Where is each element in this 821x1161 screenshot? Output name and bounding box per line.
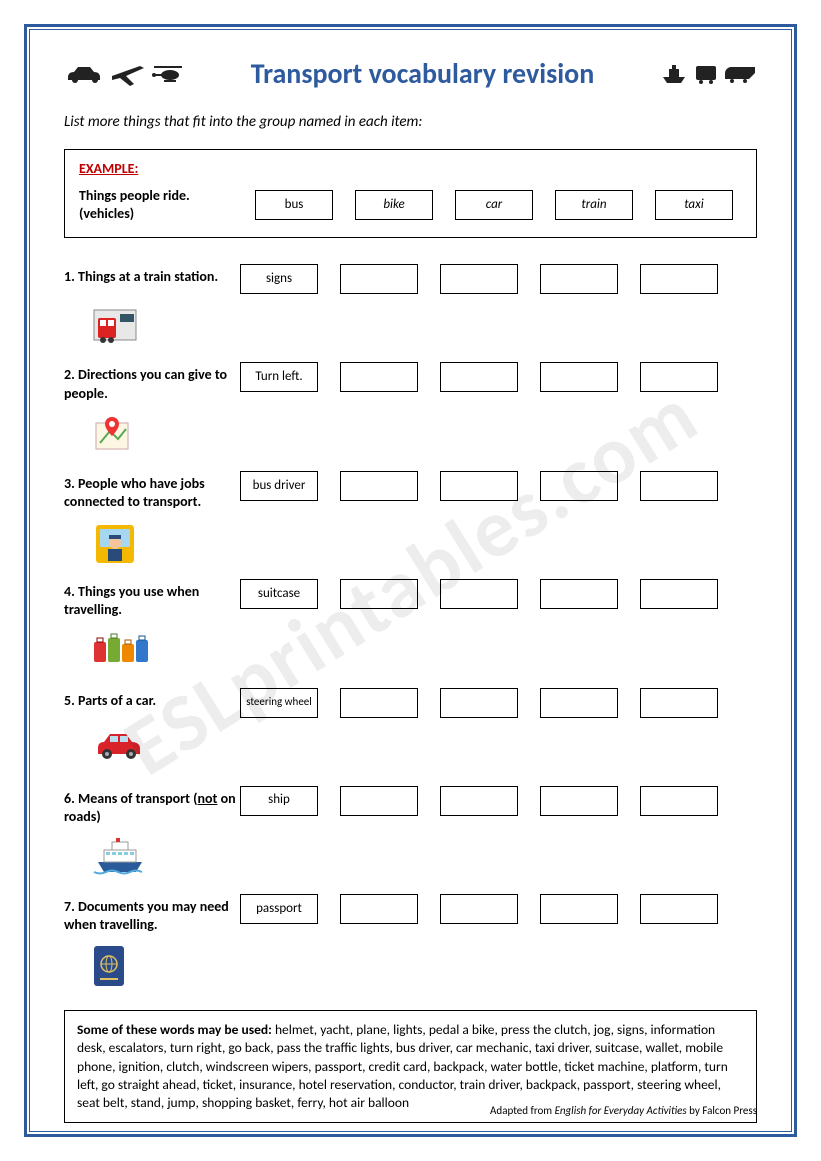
item-6-answer-1[interactable]	[340, 786, 418, 816]
bus-icon	[693, 63, 719, 85]
example-answers: bus bike car train taxi	[255, 190, 742, 220]
plane-icon	[110, 62, 146, 86]
example-answer-1: bike	[355, 190, 433, 220]
item-2-answer-1[interactable]	[340, 362, 418, 392]
item-4: 4. Things you use when travelling. suitc…	[64, 579, 757, 677]
item-5-prompt: 5. Parts of a car.	[64, 688, 240, 710]
item-7-answer-2[interactable]	[440, 894, 518, 924]
item-3-prompt: 3. People who have jobs connected to tra…	[64, 471, 240, 511]
example-prompt-line2: (vehicles)	[79, 205, 134, 222]
item-4-prompt: 4. Things you use when travelling.	[64, 579, 240, 619]
item-3-answer-3[interactable]	[540, 471, 618, 501]
item-6: 6. Means of transport (not on roads) shi…	[64, 786, 757, 884]
example-answer-0: bus	[255, 190, 333, 220]
item-4-answer-2[interactable]	[440, 579, 518, 609]
inner-frame: ESLprintables.com Transport vocabulary r…	[29, 29, 792, 1132]
item-2-answer-0: Turn left.	[240, 362, 318, 392]
item-6-answer-2[interactable]	[440, 786, 518, 816]
item-3: 3. People who have jobs connected to tra…	[64, 471, 757, 569]
item-4-answer-1[interactable]	[340, 579, 418, 609]
example-row: Things people ride. (vehicles) bus bike …	[79, 187, 742, 223]
item-3-answer-1[interactable]	[340, 471, 418, 501]
header: Transport vocabulary revision	[64, 56, 757, 91]
header-icons-left	[64, 62, 186, 86]
example-box: EXAMPLE: Things people ride. (vehicles) …	[64, 149, 757, 238]
item-5-answer-4[interactable]	[640, 688, 718, 718]
item-5-answer-3[interactable]	[540, 688, 618, 718]
item-7-answer-0: passport	[240, 894, 318, 924]
item-1-prompt: 1. Things at a train station.	[64, 264, 240, 286]
item-4-answer-3[interactable]	[540, 579, 618, 609]
item-2-answer-4[interactable]	[640, 362, 718, 392]
item-1-answer-0: signs	[240, 264, 318, 294]
item-6-answer-0: ship	[240, 786, 318, 816]
item-6-answer-4[interactable]	[640, 786, 718, 816]
luggage-icon	[92, 630, 152, 666]
example-label: EXAMPLE:	[79, 160, 742, 177]
map-pin-icon	[92, 413, 132, 453]
example-answer-3: train	[555, 190, 633, 220]
item-2-answer-2[interactable]	[440, 362, 518, 392]
passport-icon	[92, 944, 126, 988]
credit-line: Adapted from English for Everyday Activi…	[490, 1104, 757, 1117]
item-2-prompt: 2. Directions you can give to people.	[64, 362, 240, 402]
item-6-underlined: not	[198, 790, 218, 807]
bus-driver-icon	[92, 521, 138, 567]
train-icon	[723, 63, 757, 85]
item-6-answer-3[interactable]	[540, 786, 618, 816]
header-icons-right	[659, 63, 757, 85]
item-7-answer-4[interactable]	[640, 894, 718, 924]
item-7-prompt: 7. Documents you may need when travellin…	[64, 894, 240, 934]
item-3-answer-2[interactable]	[440, 471, 518, 501]
item-1-answer-3[interactable]	[540, 264, 618, 294]
page-title: Transport vocabulary revision	[186, 56, 659, 91]
ship-icon	[659, 63, 689, 85]
helicopter-icon	[150, 63, 186, 85]
item-1-answer-1[interactable]	[340, 264, 418, 294]
item-5-answer-2[interactable]	[440, 688, 518, 718]
cruise-ship-icon	[92, 836, 148, 876]
item-7-answer-1[interactable]	[340, 894, 418, 924]
item-4-answer-4[interactable]	[640, 579, 718, 609]
example-answer-4: taxi	[655, 190, 733, 220]
item-1: 1. Things at a train station. signs	[64, 264, 757, 352]
item-1-answer-2[interactable]	[440, 264, 518, 294]
credit-prefix: Adapted from	[490, 1104, 555, 1117]
instruction-text: List more things that fit into the group…	[64, 113, 757, 131]
item-5: 5. Parts of a car. steering wheel	[64, 688, 757, 776]
item-1-answer-4[interactable]	[640, 264, 718, 294]
credit-title: English for Everyday Activities	[555, 1104, 687, 1117]
item-4-answer-0: suitcase	[240, 579, 318, 609]
item-2: 2. Directions you can give to people. Tu…	[64, 362, 757, 460]
train-station-icon	[92, 304, 138, 344]
item-7-answer-3[interactable]	[540, 894, 618, 924]
item-3-answer-4[interactable]	[640, 471, 718, 501]
item-7: 7. Documents you may need when travellin…	[64, 894, 757, 992]
credit-suffix: by Falcon Press	[687, 1104, 757, 1117]
red-car-icon	[92, 728, 146, 760]
item-6-prompt: 6. Means of transport (not on roads)	[64, 786, 240, 826]
car-icon	[64, 63, 106, 85]
example-answer-2: car	[455, 190, 533, 220]
item-2-answer-3[interactable]	[540, 362, 618, 392]
outer-frame: ESLprintables.com Transport vocabulary r…	[24, 24, 797, 1137]
example-prompt: Things people ride. (vehicles)	[79, 187, 255, 223]
word-bank-label: Some of these words may be used:	[77, 1021, 272, 1038]
example-prompt-line1: Things people ride.	[79, 187, 190, 204]
item-3-answer-0: bus driver	[240, 471, 318, 501]
item-5-answer-0: steering wheel	[240, 688, 318, 718]
item-5-answer-1[interactable]	[340, 688, 418, 718]
